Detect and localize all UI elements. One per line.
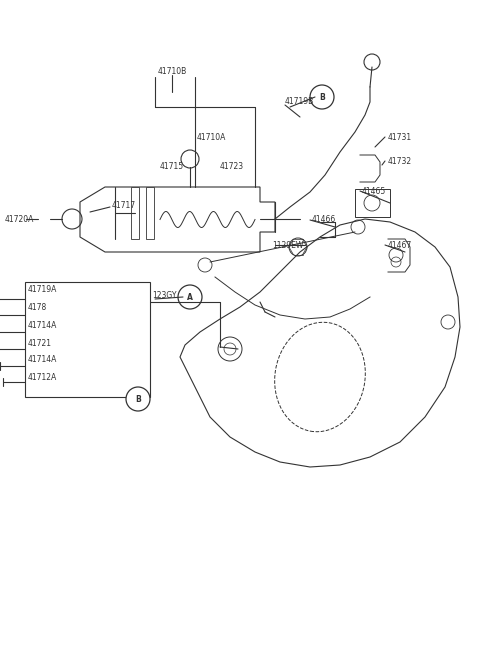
Text: 41467: 41467 — [388, 240, 412, 250]
Text: 41732: 41732 — [388, 156, 412, 166]
Text: B: B — [135, 394, 141, 403]
Text: 41715: 41715 — [160, 162, 184, 171]
Text: A: A — [187, 292, 193, 302]
Text: 41465: 41465 — [362, 187, 386, 196]
Bar — [355, 189, 390, 217]
Text: 41717: 41717 — [112, 200, 136, 210]
Text: 41710A: 41710A — [197, 133, 227, 141]
Text: 41712A: 41712A — [28, 373, 57, 382]
Text: 41719A: 41719A — [28, 284, 58, 294]
Text: 41720A: 41720A — [5, 214, 35, 223]
Bar — [146, 187, 154, 239]
Text: 41721: 41721 — [28, 338, 52, 348]
Text: 41731: 41731 — [388, 133, 412, 141]
Text: 41466: 41466 — [312, 215, 336, 225]
Text: 41710B: 41710B — [158, 68, 187, 76]
Text: 41719B: 41719B — [285, 97, 314, 106]
Text: B: B — [319, 93, 325, 101]
Text: 41714A: 41714A — [28, 321, 58, 330]
Text: 123GY: 123GY — [152, 290, 177, 300]
Bar — [131, 187, 139, 239]
Text: 41714A: 41714A — [28, 355, 58, 365]
Circle shape — [178, 285, 202, 309]
Circle shape — [126, 387, 150, 411]
Text: 4178: 4178 — [28, 302, 47, 311]
Text: 41723: 41723 — [220, 162, 244, 171]
Circle shape — [310, 85, 334, 109]
Text: 1129EW: 1129EW — [272, 240, 303, 250]
Bar — [25, 282, 150, 397]
